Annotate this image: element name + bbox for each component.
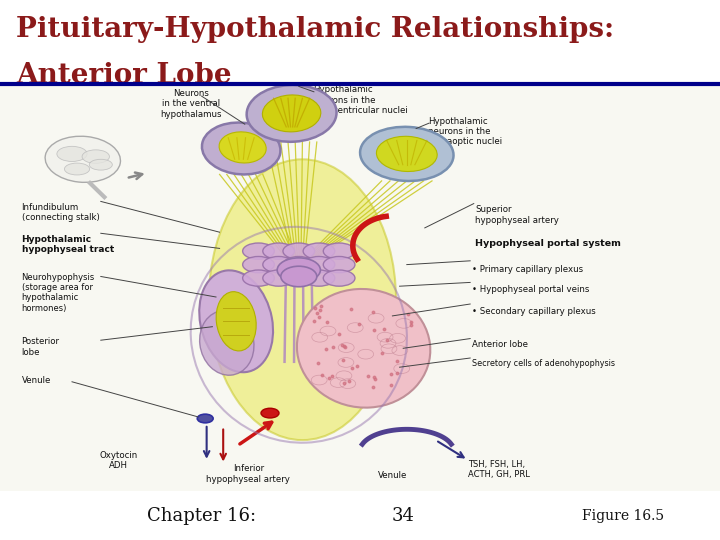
Ellipse shape — [197, 414, 213, 423]
Ellipse shape — [262, 95, 321, 132]
Ellipse shape — [281, 266, 317, 287]
Ellipse shape — [283, 270, 315, 286]
Text: Pituitary-Hypothalamic Relationships:: Pituitary-Hypothalamic Relationships: — [16, 16, 614, 43]
Ellipse shape — [323, 270, 355, 286]
Text: • Secondary capillary plexus: • Secondary capillary plexus — [472, 307, 595, 316]
Text: Venule: Venule — [378, 471, 407, 480]
Ellipse shape — [283, 256, 315, 273]
Text: Anterior Lobe: Anterior Lobe — [16, 62, 231, 89]
Ellipse shape — [263, 270, 294, 286]
Ellipse shape — [89, 159, 112, 170]
Ellipse shape — [263, 243, 294, 259]
Ellipse shape — [57, 146, 87, 161]
Text: Venule: Venule — [22, 376, 51, 385]
Text: Superior
hypophyseal artery: Superior hypophyseal artery — [475, 205, 559, 225]
Ellipse shape — [377, 136, 437, 172]
Ellipse shape — [209, 159, 396, 440]
Ellipse shape — [199, 271, 273, 372]
Ellipse shape — [360, 127, 454, 181]
Text: Infundibulum
(connecting stalk): Infundibulum (connecting stalk) — [22, 202, 99, 222]
Ellipse shape — [303, 256, 335, 273]
Text: 34: 34 — [392, 507, 415, 525]
Text: • Hypophyseal portal veins: • Hypophyseal portal veins — [472, 285, 589, 294]
Ellipse shape — [263, 256, 294, 273]
Text: Hypothalamic
neurons in the
supraoptic nuclei: Hypothalamic neurons in the supraoptic n… — [428, 117, 503, 146]
Ellipse shape — [243, 256, 274, 273]
Text: Hypothalamic
hypophyseal tract: Hypothalamic hypophyseal tract — [22, 235, 114, 254]
Ellipse shape — [303, 243, 335, 259]
Ellipse shape — [199, 310, 254, 375]
Ellipse shape — [277, 258, 320, 282]
Ellipse shape — [216, 292, 256, 351]
Text: Posterior
lobe: Posterior lobe — [22, 338, 60, 357]
Text: Hypothalamic
neurons in the
paraventricular nuclei: Hypothalamic neurons in the paraventricu… — [313, 85, 408, 115]
Ellipse shape — [261, 408, 279, 418]
Ellipse shape — [82, 150, 109, 163]
Text: Anterior lobe: Anterior lobe — [472, 340, 528, 349]
Text: Inferior
hypophyseal artery: Inferior hypophyseal artery — [207, 464, 290, 484]
Ellipse shape — [243, 243, 274, 259]
Ellipse shape — [202, 123, 281, 174]
Text: Oxytocin
ADH: Oxytocin ADH — [99, 451, 138, 470]
Ellipse shape — [323, 243, 355, 259]
Text: Secretory cells of adenohypophysis: Secretory cells of adenohypophysis — [472, 359, 615, 368]
Ellipse shape — [297, 289, 431, 408]
FancyBboxPatch shape — [0, 86, 720, 491]
Text: Neurons
in the ventral
hypothalamus: Neurons in the ventral hypothalamus — [160, 89, 222, 119]
Text: Chapter 16:: Chapter 16: — [147, 507, 256, 525]
Text: Hypophyseal portal system: Hypophyseal portal system — [475, 239, 621, 248]
Ellipse shape — [323, 256, 355, 273]
Ellipse shape — [243, 270, 274, 286]
Text: TSH, FSH, LH,
ACTH, GH, PRL: TSH, FSH, LH, ACTH, GH, PRL — [468, 460, 530, 480]
Ellipse shape — [303, 270, 335, 286]
Text: • Primary capillary plexus: • Primary capillary plexus — [472, 265, 582, 274]
Ellipse shape — [65, 163, 90, 175]
Text: Neurohypophysis
(storage area for
hypothalamic
hormones): Neurohypophysis (storage area for hypoth… — [22, 273, 95, 313]
Ellipse shape — [219, 132, 266, 163]
Text: Figure 16.5: Figure 16.5 — [582, 509, 664, 523]
Ellipse shape — [283, 243, 315, 259]
Ellipse shape — [247, 85, 336, 142]
Ellipse shape — [45, 136, 120, 183]
